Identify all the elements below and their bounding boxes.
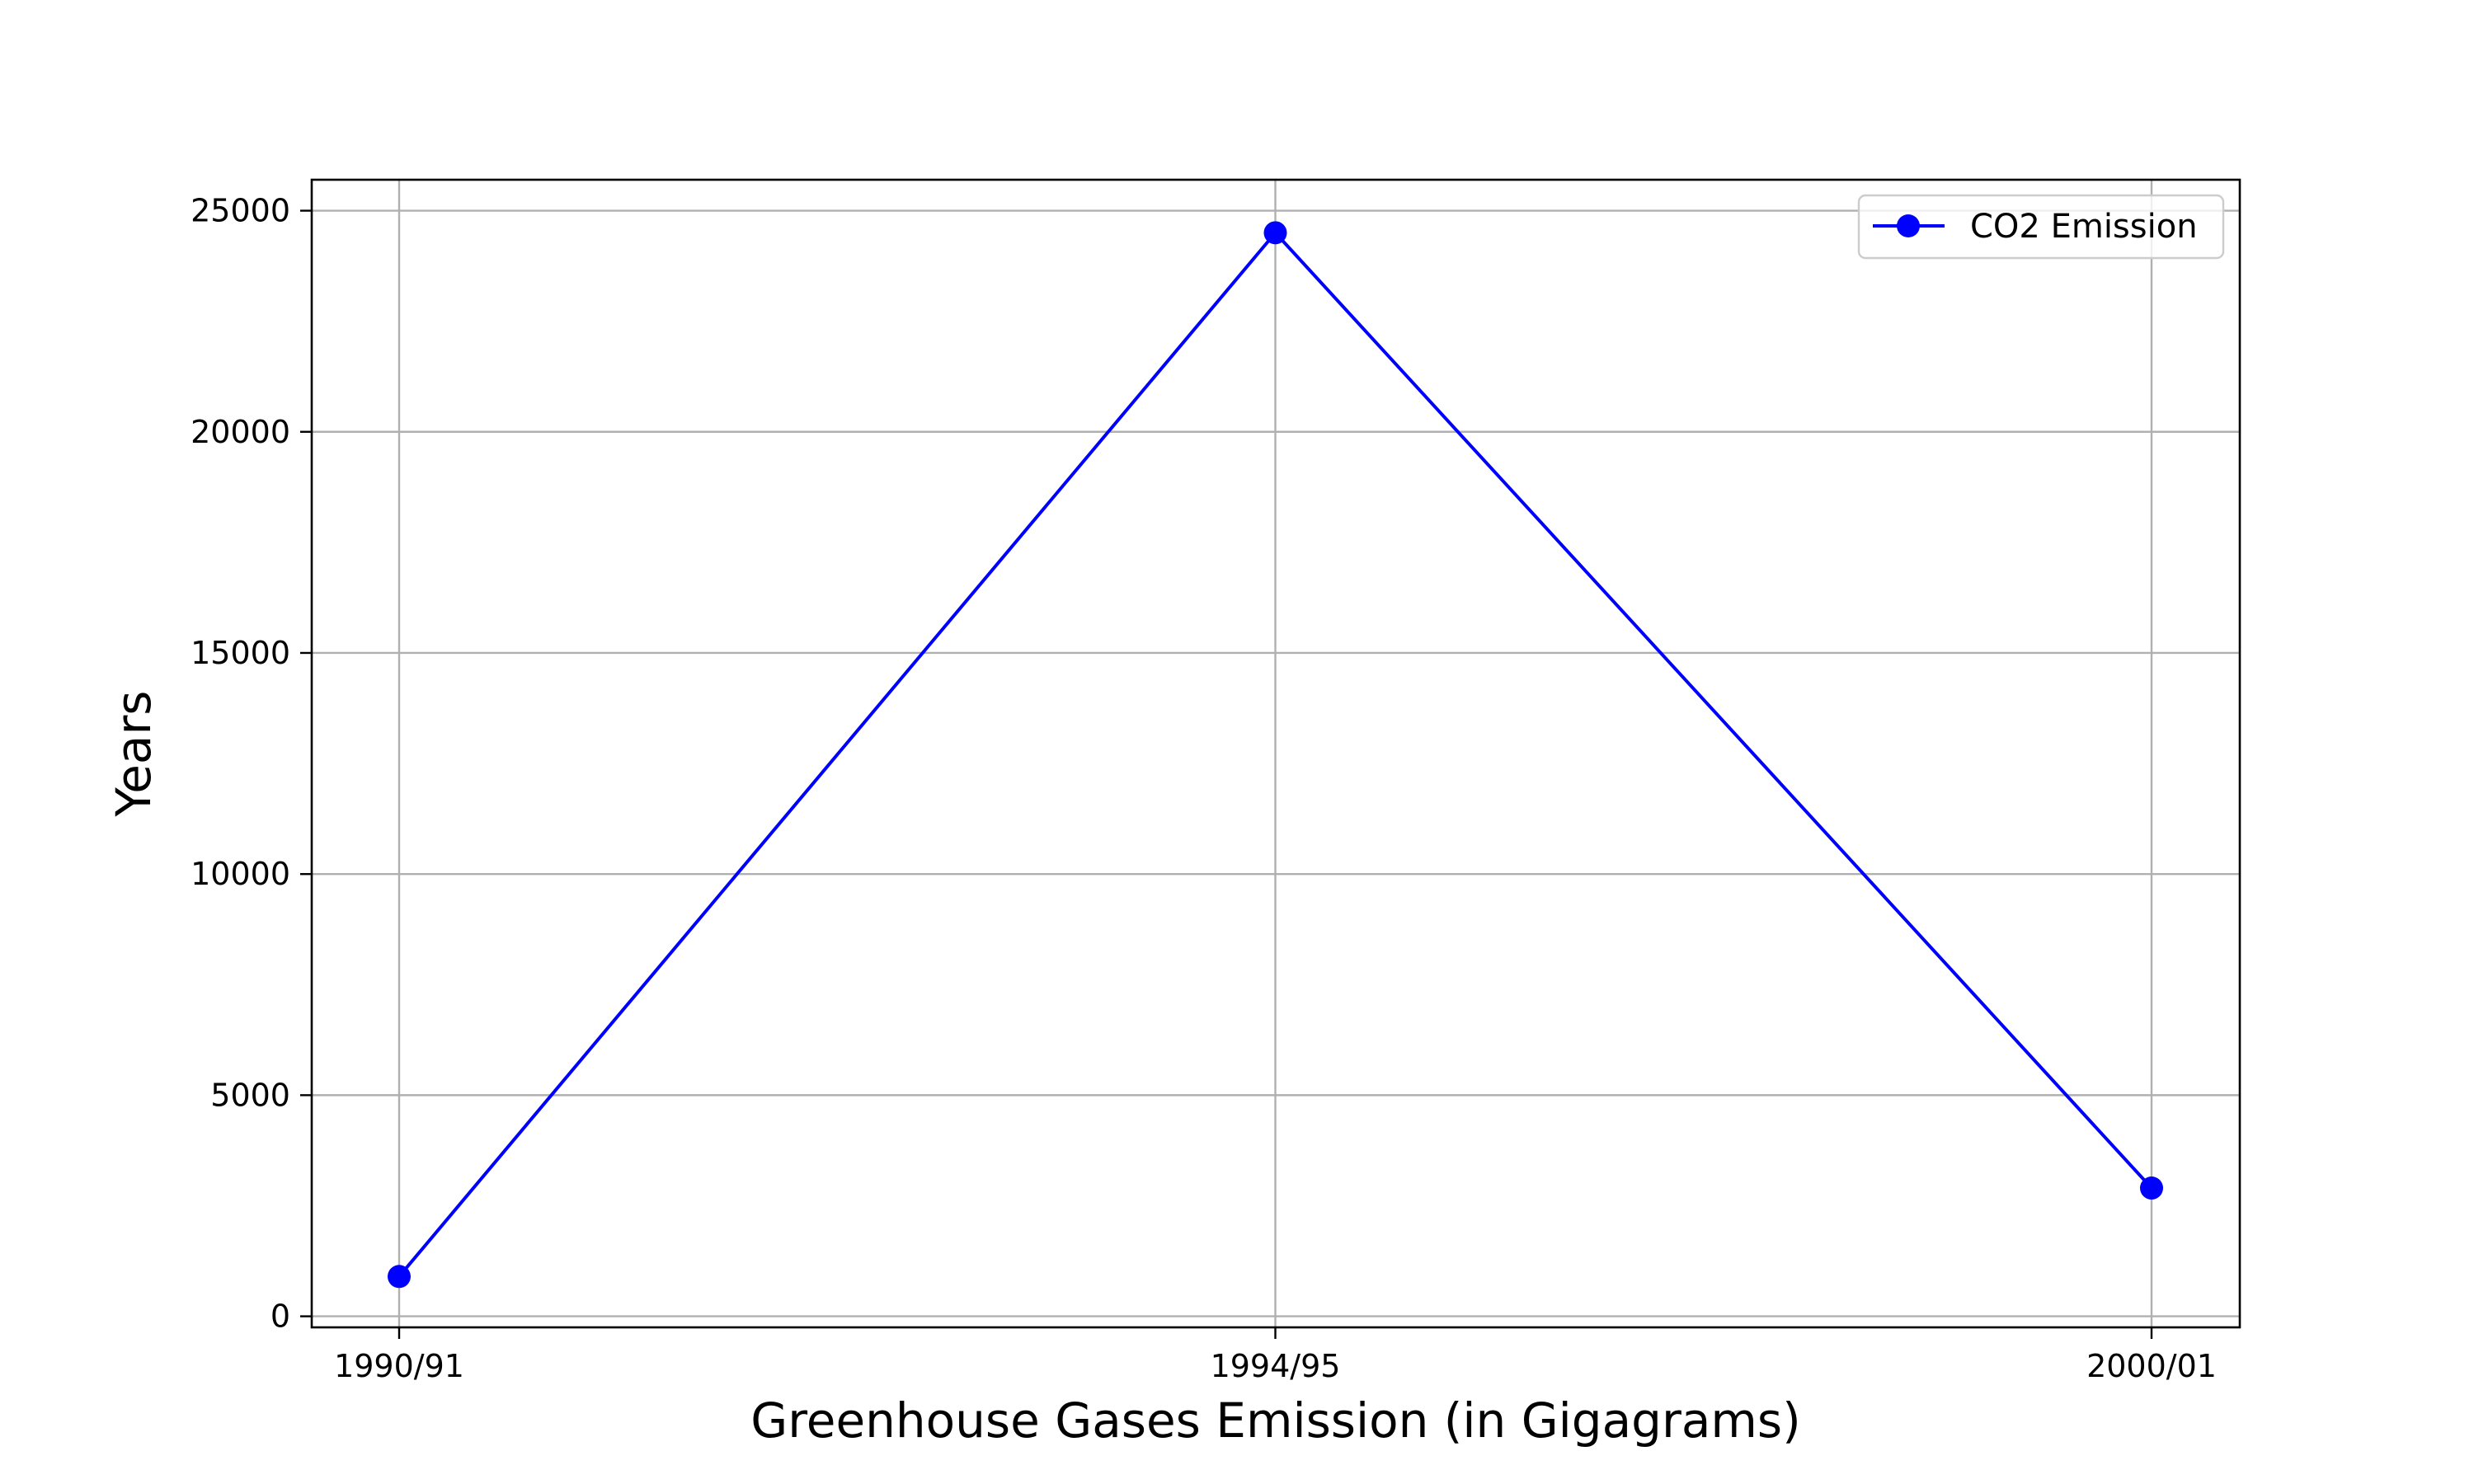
legend-box: [1857, 194, 2225, 260]
legend-label-co2-emission: CO2 Emission: [1970, 208, 2198, 246]
x-tick-label: 1990/91: [334, 1348, 464, 1384]
grid: [312, 180, 2240, 1327]
y-tick-label: 15000: [190, 635, 290, 671]
data-point-co2-emission: [2140, 1176, 2163, 1200]
data-point-co2-emission: [388, 1265, 411, 1289]
y-tick-label: 10000: [190, 856, 290, 892]
y-axis-label: Years: [106, 690, 162, 817]
x-axis-label: Greenhouse Gases Emission (in Gigagrams): [750, 1392, 1800, 1449]
x-axis-ticks: 1990/91 1994/95 2000/01: [334, 1327, 2217, 1384]
y-tick-label: 5000: [210, 1077, 290, 1113]
x-tick-label: 2000/01: [2086, 1348, 2217, 1384]
y-axis-ticks: 0 5000 10000 15000 20000 25000: [190, 193, 312, 1335]
series-layer: [388, 221, 2163, 1289]
data-point-co2-emission: [1263, 221, 1287, 245]
legend: CO2 Emission: [1857, 194, 2225, 260]
y-tick-label: 20000: [190, 414, 290, 450]
y-tick-label: 0: [270, 1298, 290, 1335]
y-tick-label: 25000: [190, 193, 290, 229]
legend-marker-swatch: [1897, 214, 1920, 237]
x-tick-label: 1994/95: [1211, 1348, 1341, 1384]
